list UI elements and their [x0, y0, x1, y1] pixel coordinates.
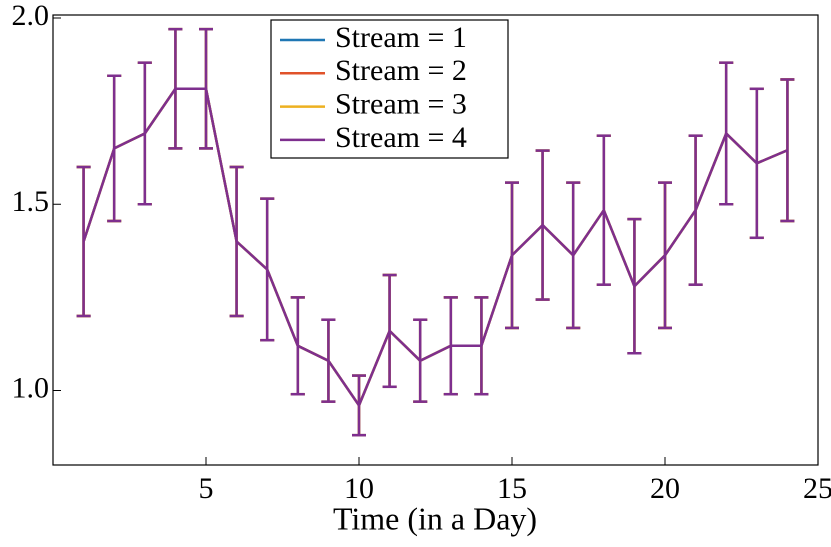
legend-label: Stream = 4 — [335, 121, 467, 154]
legend-box — [270, 19, 509, 159]
legend-label: Stream = 3 — [335, 87, 467, 120]
x-axis-label: Time (in a Day) — [333, 500, 537, 536]
y-tick-label: 1.0 — [12, 371, 50, 404]
legend-label: Stream = 1 — [335, 21, 467, 54]
x-tick-label: 20 — [650, 472, 680, 505]
y-tick-label: 2.0 — [12, 0, 50, 32]
y-tick-label: 1.5 — [12, 185, 50, 218]
legend-label: Stream = 2 — [335, 54, 467, 87]
x-tick-label: 15 — [497, 472, 527, 505]
series-line — [82, 87, 788, 409]
x-tick-label: 25 — [803, 472, 831, 505]
plot-frame — [52, 14, 819, 466]
x-tick-label: 10 — [344, 472, 374, 505]
x-tick-label: 5 — [199, 472, 214, 505]
